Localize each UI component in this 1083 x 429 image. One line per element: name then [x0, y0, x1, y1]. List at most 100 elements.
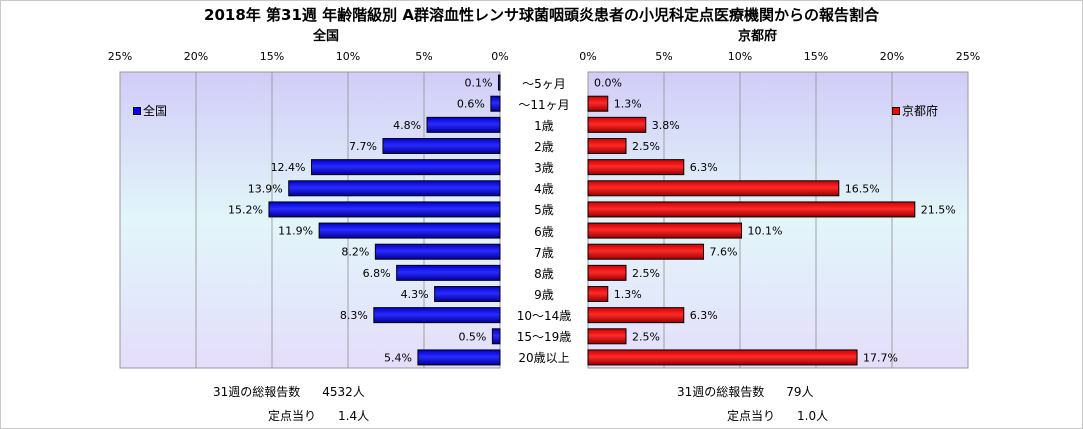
left-bar	[382, 138, 501, 154]
right-bar	[587, 116, 647, 133]
right-bar	[587, 222, 743, 239]
right-bar	[587, 159, 685, 176]
age-class-label: 4歳	[534, 182, 554, 197]
left-x-tick-label: 10%	[336, 50, 360, 63]
right-bar	[587, 180, 840, 197]
right-x-tick-label: 20%	[880, 50, 904, 63]
age-class-label: 〜11ヶ月	[518, 97, 570, 112]
age-class-label: 20歳以上	[518, 351, 570, 366]
left-bar	[373, 307, 501, 324]
right-per-site-line: 定点当り 1.0人	[727, 407, 828, 424]
right-bar-value-label: 2.5%	[632, 267, 660, 280]
left-bar-value-label: 0.1%	[465, 77, 493, 90]
left-bar	[417, 349, 501, 366]
left-bar	[434, 286, 501, 302]
left-x-tick-label: 0%	[491, 50, 508, 63]
legend-label-right: 京都府	[902, 104, 939, 118]
left-x-tick-label: 20%	[184, 50, 208, 63]
age-class-label: 3歳	[534, 161, 554, 176]
right-bar-value-label: 1.3%	[614, 98, 642, 111]
right-panel-title: 京都府	[738, 29, 778, 44]
right-bar-value-label: 16.5%	[845, 182, 880, 195]
left-bar-value-label: 5.4%	[384, 351, 412, 364]
right-bar	[587, 328, 627, 345]
age-class-label: 15〜19歳	[516, 330, 572, 345]
right-per-site-label: 定点当り	[727, 409, 776, 423]
right-bar	[587, 349, 858, 366]
left-panel-title: 全国	[313, 29, 340, 44]
right-bar-value-label: 0.0%	[594, 77, 622, 90]
left-bar-value-label: 15.2%	[228, 203, 263, 216]
right-bar	[587, 138, 627, 154]
left-total-label: 31週の総報告数	[213, 385, 301, 399]
left-bar	[318, 222, 501, 239]
right-bar-value-label: 7.6%	[710, 246, 738, 259]
left-bar-value-label: 13.9%	[248, 182, 283, 195]
right-x-tick-label: 25%	[956, 50, 980, 63]
left-per-site-line: 定点当り 1.4人	[268, 407, 369, 424]
chart-title: 2018年 第31週 年齢階級別 A群溶血性レンサ球菌咽頭炎患者の小児科定点医療…	[204, 6, 879, 24]
right-per-site-value: 1.0人	[797, 409, 829, 423]
right-bar-value-label: 2.5%	[632, 140, 660, 153]
right-x-tick-label: 0%	[579, 50, 596, 63]
age-class-label: 2歳	[534, 140, 554, 154]
right-total-line: 31週の総報告数 79人	[677, 383, 814, 400]
left-per-site-value: 1.4人	[338, 409, 370, 423]
right-bar	[587, 264, 627, 281]
left-bar-value-label: 6.8%	[363, 267, 391, 280]
age-class-label: 6歳	[534, 224, 554, 239]
left-bar	[268, 201, 501, 218]
right-x-tick-label: 5%	[655, 50, 672, 63]
left-x-tick-label: 15%	[260, 50, 284, 63]
legend-right: 京都府	[892, 102, 938, 119]
left-bar	[426, 116, 501, 133]
left-bar	[311, 159, 501, 176]
right-bar-value-label: 3.8%	[652, 119, 680, 132]
left-bar-value-label: 4.8%	[393, 119, 421, 132]
left-bar	[396, 264, 501, 281]
left-plot-area	[119, 71, 501, 369]
left-x-tick-label: 25%	[108, 50, 132, 63]
right-bar	[587, 307, 685, 324]
left-x-tick-label: 5%	[415, 50, 432, 63]
left-bar-value-label: 11.9%	[278, 225, 313, 238]
right-bar	[587, 95, 609, 112]
left-bar	[490, 95, 501, 112]
left-per-site-label: 定点当り	[268, 409, 317, 423]
right-bar-value-label: 21.5%	[921, 203, 956, 216]
left-bar	[288, 180, 501, 197]
right-bar-value-label: 2.5%	[632, 330, 660, 343]
right-x-tick-label: 15%	[804, 50, 828, 63]
legend-swatch-red	[892, 106, 900, 115]
left-bar-value-label: 0.5%	[458, 330, 486, 343]
right-bar-value-label: 6.3%	[690, 161, 718, 174]
legend-swatch-blue	[133, 106, 141, 115]
left-total-line: 31週の総報告数 4532人	[213, 383, 365, 400]
left-bar-value-label: 8.2%	[341, 246, 369, 259]
age-class-label: 7歳	[534, 245, 554, 260]
age-class-label: 1歳	[534, 118, 554, 133]
right-bar-value-label: 17.7%	[863, 351, 898, 364]
left-bar	[491, 328, 501, 345]
right-total-label: 31週の総報告数	[677, 385, 765, 399]
right-total-value: 79人	[786, 385, 814, 399]
right-bar	[587, 286, 609, 302]
left-bar-value-label: 4.3%	[401, 288, 429, 301]
legend-label-left: 全国	[143, 104, 168, 118]
left-bar-value-label: 8.3%	[340, 309, 368, 322]
left-bar-value-label: 0.6%	[457, 98, 485, 111]
right-x-tick-label: 10%	[728, 50, 752, 63]
legend-left: 全国	[133, 102, 167, 119]
right-bar-value-label: 10.1%	[748, 225, 783, 238]
age-class-label: 9歳	[534, 288, 554, 302]
age-class-label: 5歳	[534, 203, 554, 218]
right-bar-value-label: 1.3%	[614, 288, 642, 301]
left-bar	[374, 243, 501, 260]
left-bar	[497, 74, 501, 91]
right-bar-value-label: 6.3%	[690, 309, 718, 322]
age-class-label: 8歳	[534, 266, 554, 281]
left-bar-value-label: 12.4%	[271, 161, 306, 174]
right-bar	[587, 201, 916, 218]
age-class-label: 〜5ヶ月	[522, 76, 566, 91]
